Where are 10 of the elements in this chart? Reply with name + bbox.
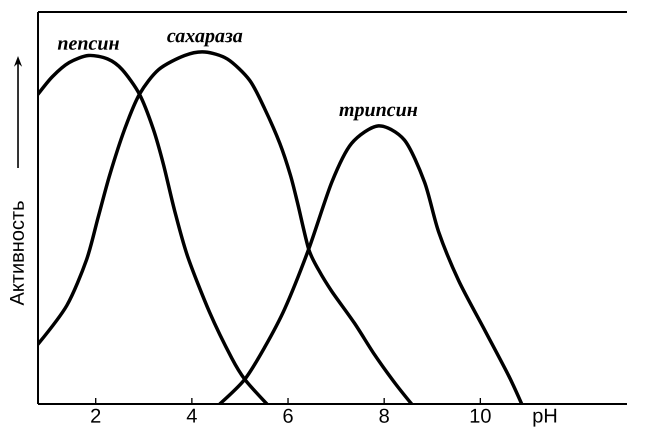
series-label: сахараза bbox=[167, 32, 242, 46]
x-tick-label: 4 bbox=[186, 408, 197, 422]
series-label: трипсин bbox=[339, 106, 418, 120]
x-tick-label: 2 bbox=[91, 408, 100, 423]
x-axis-title: pH bbox=[534, 408, 556, 427]
x-tick-label: 10 bbox=[470, 408, 491, 423]
series-label: пепсин bbox=[58, 40, 119, 50]
y-axis-title: Активность bbox=[10, 201, 24, 306]
x-tick-label: 6 bbox=[283, 408, 293, 423]
x-tick-label: 8 bbox=[380, 408, 389, 423]
